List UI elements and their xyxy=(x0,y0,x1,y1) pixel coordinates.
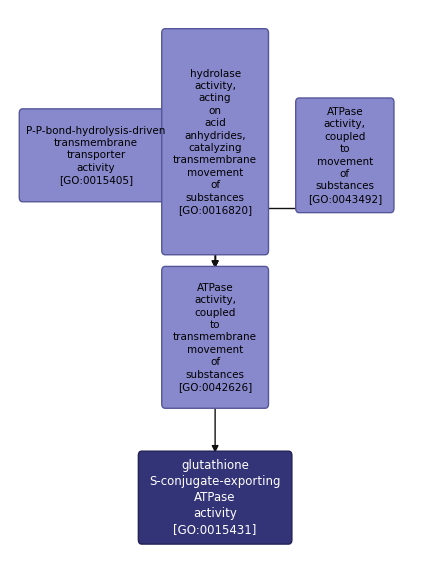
FancyBboxPatch shape xyxy=(138,451,292,544)
FancyBboxPatch shape xyxy=(296,98,394,213)
Text: glutathione
S-conjugate-exporting
ATPase
activity
[GO:0015431]: glutathione S-conjugate-exporting ATPase… xyxy=(149,459,281,536)
Text: ATPase
activity,
coupled
to
movement
of
substances
[GO:0043492]: ATPase activity, coupled to movement of … xyxy=(308,107,382,204)
FancyBboxPatch shape xyxy=(162,29,268,255)
Text: hydrolase
activity,
acting
on
acid
anhydrides,
catalyzing
transmembrane
movement: hydrolase activity, acting on acid anhyd… xyxy=(173,68,257,215)
FancyBboxPatch shape xyxy=(162,267,268,408)
Text: P-P-bond-hydrolysis-driven
transmembrane
transporter
activity
[GO:0015405]: P-P-bond-hydrolysis-driven transmembrane… xyxy=(26,126,166,185)
FancyBboxPatch shape xyxy=(19,109,173,201)
Text: ATPase
activity,
coupled
to
transmembrane
movement
of
substances
[GO:0042626]: ATPase activity, coupled to transmembran… xyxy=(173,283,257,392)
